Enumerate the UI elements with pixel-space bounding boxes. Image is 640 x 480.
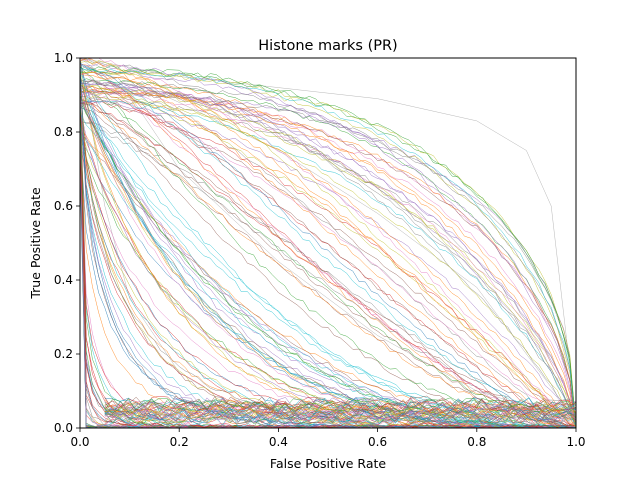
pr-curve-series-125 (79, 72, 577, 426)
y-axis-label: True Positive Rate (28, 187, 43, 300)
pr-curve-series-144 (79, 60, 577, 429)
chart-title: Histone marks (PR) (258, 38, 397, 54)
pr-curve-series-low-38 (104, 405, 577, 421)
y-axis: 0.0 0.2 0.4 0.6 0.8 1.0 (54, 51, 80, 435)
y-tick-label: 0.4 (54, 273, 73, 287)
pr-curve-series-112 (79, 65, 577, 429)
x-axis: 0.0 0.2 0.4 0.6 0.8 1.0 (70, 428, 586, 449)
pr-curve-series-145 (79, 58, 577, 429)
pr-curve-series-24 (79, 73, 577, 429)
y-tick-label: 0.8 (54, 125, 73, 139)
x-axis-label: False Positive Rate (270, 456, 386, 471)
pr-curve-series-62 (79, 65, 577, 429)
pr-curve-series-91 (79, 74, 577, 429)
pr-curve-series-149 (79, 67, 577, 429)
pr-curve-series-3 (79, 68, 577, 426)
pr-curve-series-142 (79, 60, 577, 429)
pr-curve-series-104 (79, 70, 577, 429)
pr-curve-series-97 (79, 68, 577, 427)
pr-curve-series-low-35 (104, 400, 577, 416)
pr-curve-series-low-28 (104, 401, 577, 416)
pr-curve-series-rep-1 (79, 57, 577, 421)
pr-curve-series-116 (79, 57, 577, 426)
pr-curve-series-7 (79, 66, 577, 428)
pr-curve-series-107 (79, 70, 577, 427)
pr-curve-series-44 (79, 63, 577, 429)
x-tick-label: 0.4 (269, 435, 288, 449)
pr-curve-series-147 (79, 60, 577, 429)
pr-curve-series-148 (79, 60, 577, 428)
pr-curve-series-low-33 (104, 397, 577, 413)
pr-curve-series-87 (79, 73, 577, 428)
pr-curve-series-105 (79, 72, 577, 427)
pr-curve-series-14 (79, 58, 576, 429)
pr-curve-series-47 (79, 58, 577, 429)
pr-curve-series-109 (79, 69, 577, 429)
x-tick-label: 0.6 (368, 435, 387, 449)
pr-curve-series-85 (79, 59, 577, 429)
pr-curve-series-63 (79, 71, 577, 426)
pr-curve-series-67 (79, 63, 577, 429)
y-tick-label: 1.0 (54, 51, 73, 65)
y-tick-label: 0.0 (54, 421, 73, 435)
y-tick-label: 0.2 (54, 347, 73, 361)
plot-frame (79, 57, 577, 429)
pr-curve-series-18 (79, 74, 577, 429)
pr-curve-series-77 (79, 64, 577, 426)
pr-curve-series-121 (79, 61, 577, 428)
pr-curve-series-low-39 (104, 412, 577, 428)
pr-curve-series-136 (79, 68, 577, 426)
pr-curve-series-115 (79, 62, 577, 427)
pr-curve-series-low-37 (104, 405, 577, 421)
pr-curve-series-81 (79, 72, 577, 428)
pr-curve-series-146 (79, 59, 577, 428)
x-tick-label: 0.2 (170, 435, 189, 449)
curves-group (79, 57, 577, 429)
pr-curve-series-129 (79, 66, 576, 429)
pr-curve-series-78 (79, 60, 577, 429)
pr-curve-series-low-36 (104, 403, 577, 419)
pr-curve-series-low-31 (104, 396, 577, 411)
pr-curve-series-low-29 (104, 409, 577, 425)
pr-curve-series-low-4 (104, 409, 577, 425)
x-tick-label: 0.8 (467, 435, 486, 449)
pr-curve-series-138 (79, 58, 577, 429)
x-tick-label: 0.0 (70, 435, 89, 449)
pr-curve-series-69 (79, 66, 577, 429)
pr-curve-series-111 (79, 68, 577, 427)
pr-curve-series-96 (79, 66, 577, 429)
pr-curve-series-68 (79, 61, 577, 428)
y-tick-label: 0.6 (54, 199, 73, 213)
pr-curve-series-130 (79, 62, 577, 428)
x-tick-label: 1.0 (566, 435, 585, 449)
pr-curve-series-low-26 (104, 407, 577, 424)
